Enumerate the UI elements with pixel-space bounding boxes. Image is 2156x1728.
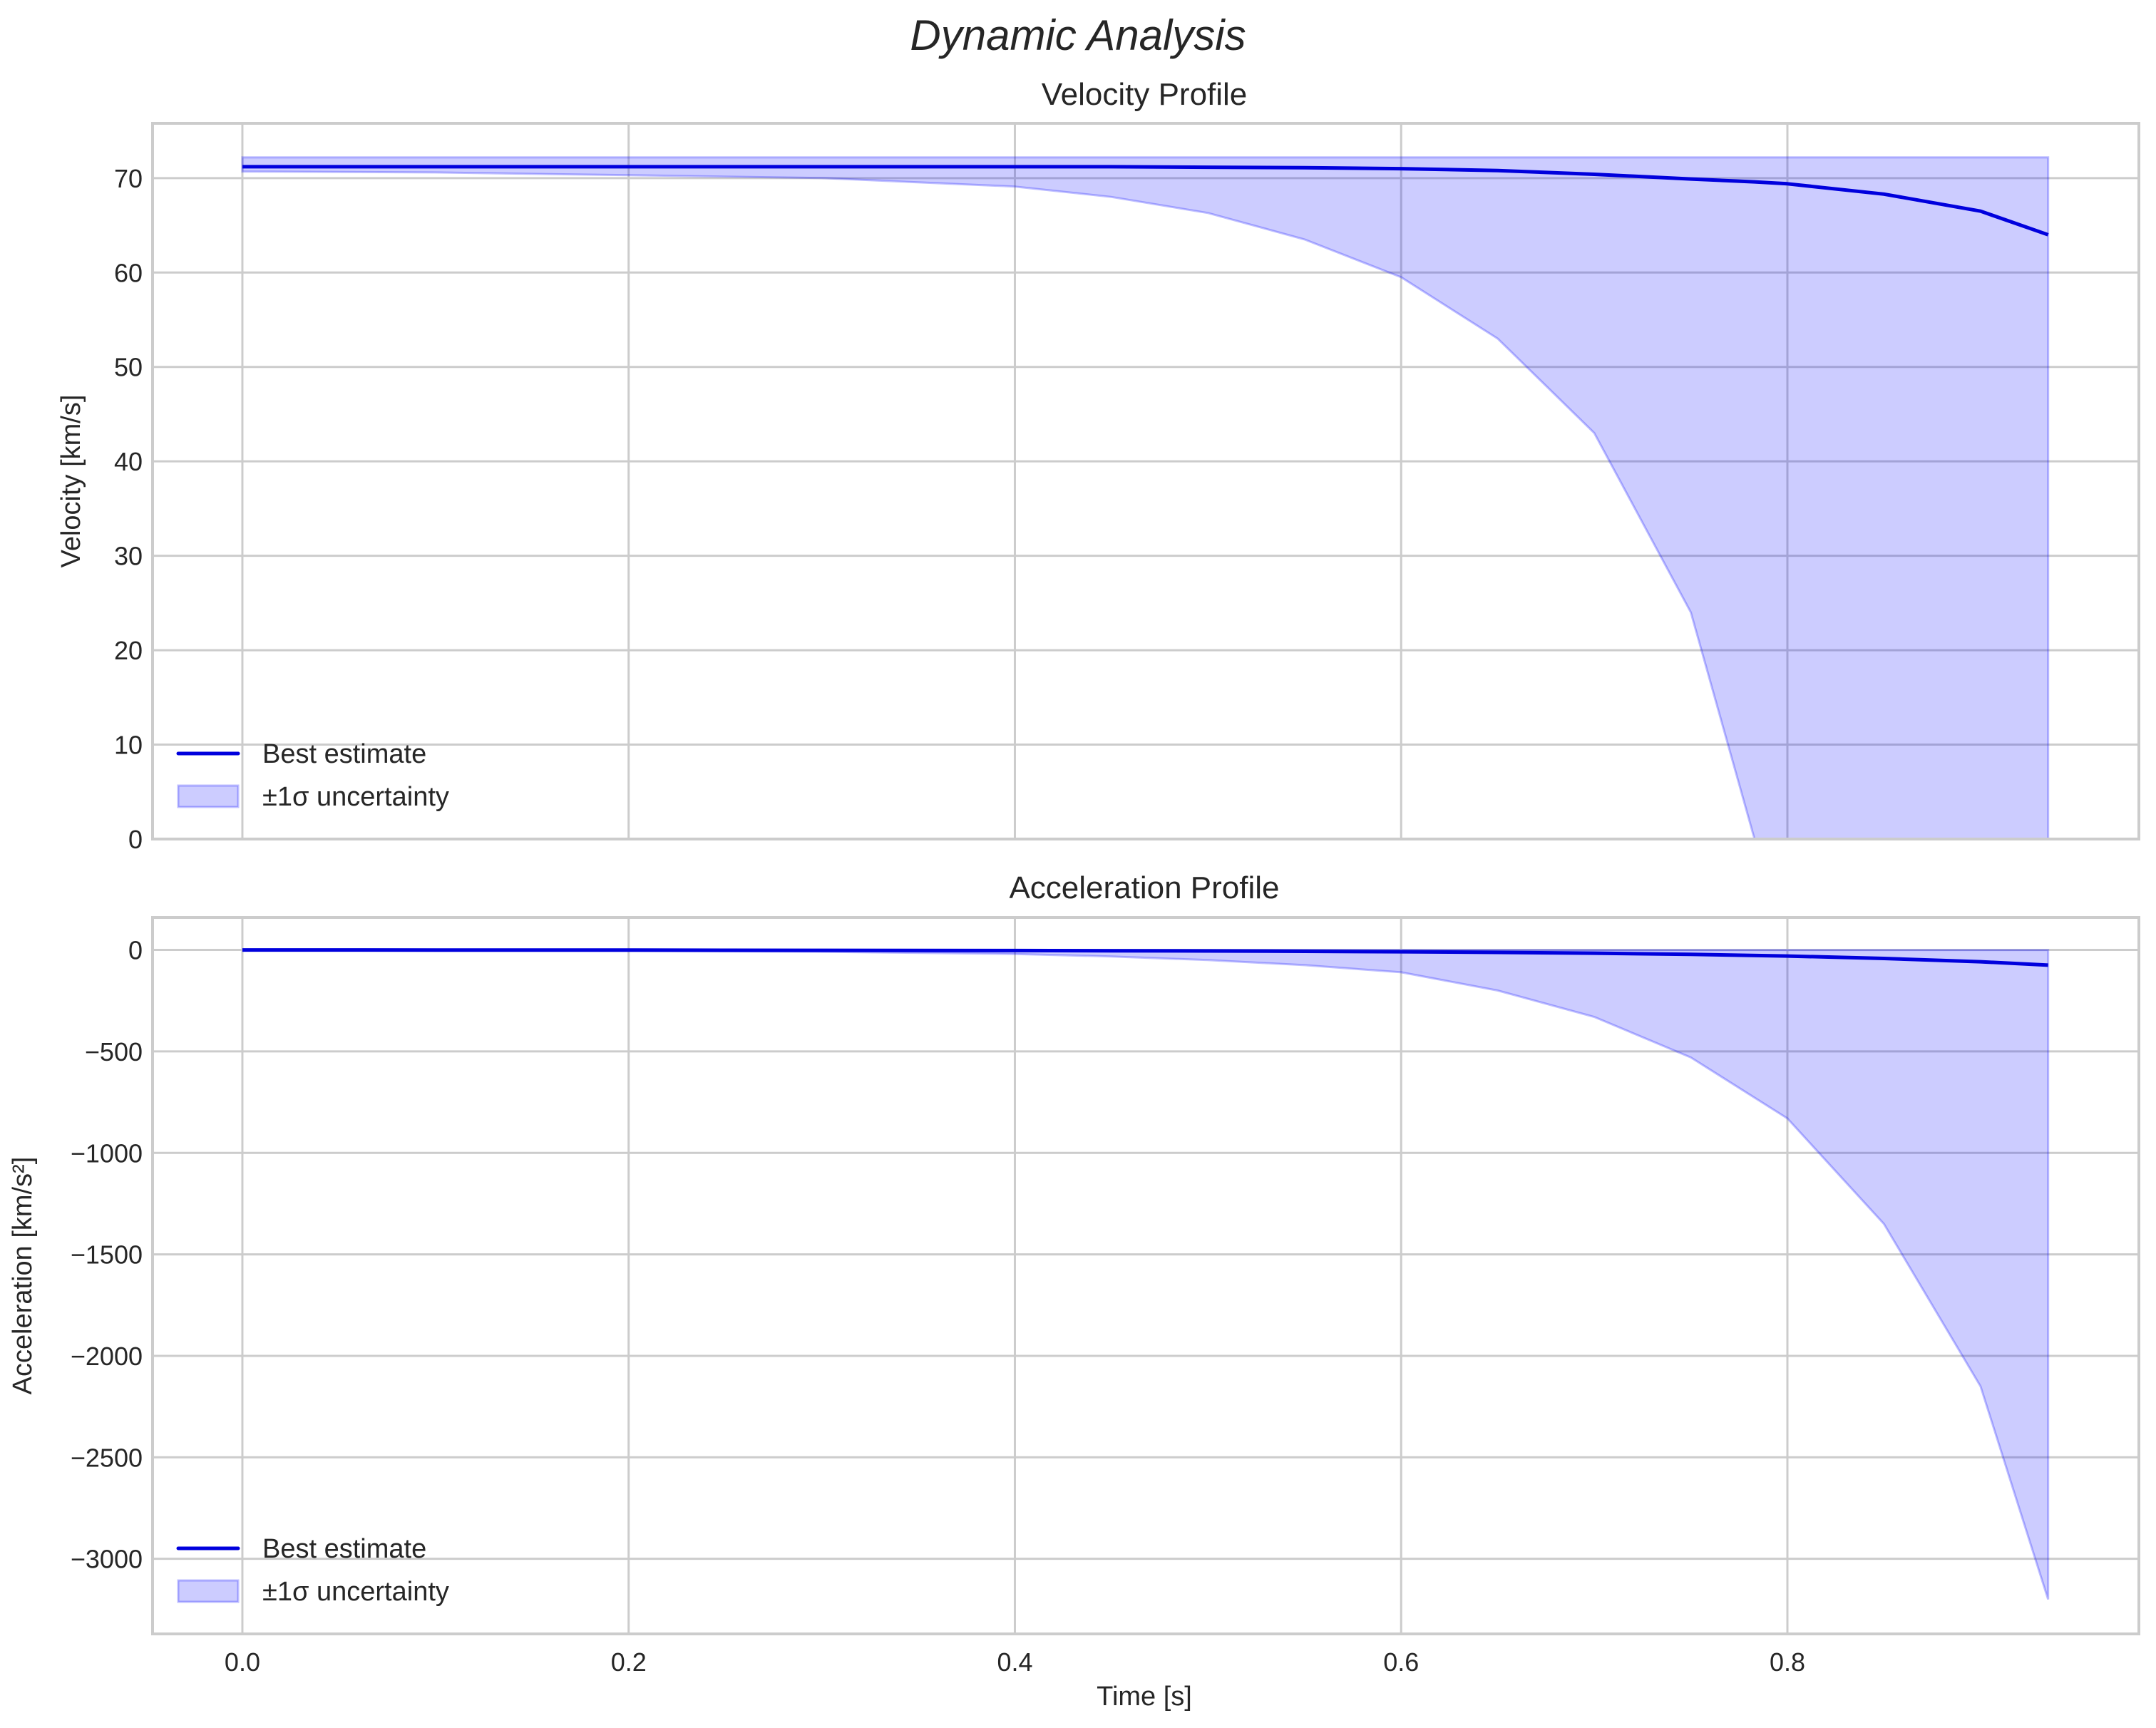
y-tick-label: −1500 — [71, 1240, 143, 1270]
velocity-best-estimate-line — [242, 165, 2049, 237]
velocity-axes-title: Velocity Profile — [1042, 77, 1248, 112]
y-tick-label: −2000 — [71, 1342, 143, 1371]
y-tick-label: −500 — [85, 1037, 143, 1066]
acceleration-best-estimate-line — [242, 948, 2048, 967]
x-tick-label: 0.6 — [1383, 1647, 1419, 1677]
velocity-axes: Velocity Profile 0 10 20 30 40 50 60 70 Velocit… — [56, 77, 2140, 854]
velocity-uncertainty-band — [241, 156, 2050, 839]
legend-band-swatch — [177, 784, 240, 808]
y-tick-label: 70 — [114, 164, 143, 193]
uncertainty-band-area — [242, 949, 2050, 1600]
legend-band-swatch — [177, 1579, 240, 1603]
legend-label-best-estimate: Best estimate — [262, 1534, 426, 1564]
velocity-grid — [153, 123, 2139, 840]
y-tick-label: 20 — [114, 636, 143, 665]
y-tick-label: −1000 — [71, 1138, 143, 1168]
acceleration-axes-frame — [151, 916, 2140, 1635]
best-estimate-path — [242, 948, 2048, 967]
y-tick-label: −2500 — [71, 1443, 143, 1472]
acceleration-y-axis-label: Acceleration [km/s²] — [8, 1157, 38, 1395]
velocity-legend: Best estimate ±1σ uncertainty — [176, 739, 449, 812]
acceleration-axes-title: Acceleration Profile — [1009, 870, 1279, 905]
acceleration-axes: Acceleration Profile 0 −500 −1000 −1500 −200… — [8, 870, 2140, 1712]
best-estimate-path — [242, 165, 2049, 237]
figure-title: Dynamic Analysis — [910, 11, 1246, 59]
y-tick-label: 30 — [114, 542, 143, 571]
acceleration-uncertainty-band — [242, 949, 2050, 1600]
legend-label-uncertainty: ±1σ uncertainty — [262, 782, 449, 812]
x-tick-label: 0.4 — [997, 1647, 1032, 1677]
y-tick-label: 10 — [114, 731, 143, 760]
x-tick-label: 0.2 — [611, 1647, 647, 1677]
time-x-ticks: 0.0 0.2 0.4 0.6 0.8 — [225, 1647, 1805, 1677]
velocity-y-ticks: 0 10 20 30 40 50 60 70 — [114, 164, 143, 854]
acceleration-legend: Best estimate ±1σ uncertainty — [176, 1534, 449, 1607]
velocity-y-axis-label: Velocity [km/s] — [56, 395, 86, 568]
x-tick-label: 0.8 — [1770, 1647, 1805, 1677]
time-x-axis-label: Time [s] — [1097, 1682, 1192, 1712]
y-tick-label: 50 — [114, 353, 143, 382]
velocity-axes-frame — [151, 122, 2140, 840]
acceleration-y-ticks: 0 −500 −1000 −1500 −2000 −2500 −3000 — [71, 936, 143, 1574]
y-tick-label: 0 — [128, 825, 143, 854]
y-tick-label: 0 — [128, 936, 143, 965]
y-tick-label: −3000 — [71, 1545, 143, 1574]
uncertainty-band-area — [241, 156, 2050, 839]
x-tick-label: 0.0 — [225, 1647, 260, 1677]
y-tick-label: 60 — [114, 258, 143, 287]
y-tick-label: 40 — [114, 447, 143, 476]
legend-label-best-estimate: Best estimate — [262, 739, 426, 769]
legend-label-uncertainty: ±1σ uncertainty — [262, 1577, 449, 1607]
